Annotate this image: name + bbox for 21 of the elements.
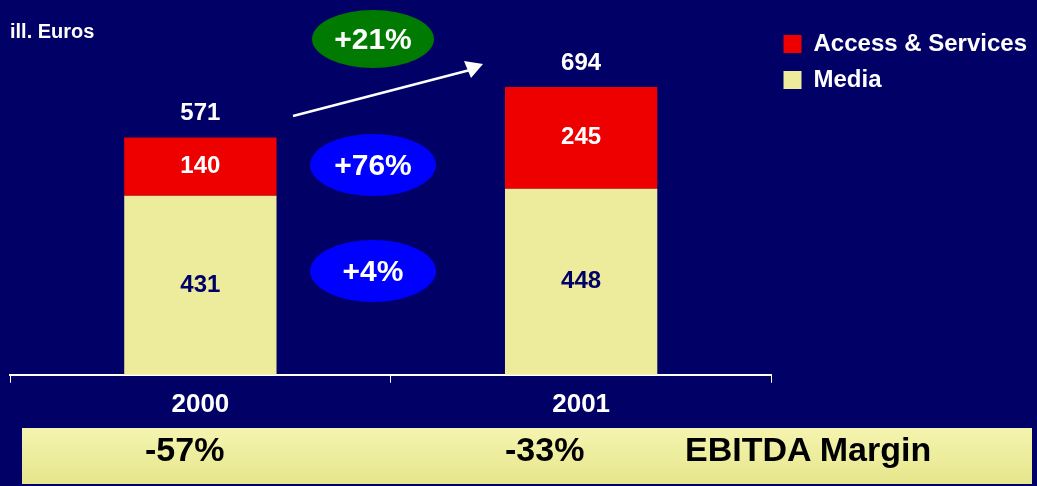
annotation: +4%: [310, 240, 436, 302]
bar: [504, 188, 658, 375]
data-label: 140: [180, 151, 221, 179]
bar: [124, 137, 277, 196]
chart-title: ill. Euros: [10, 19, 95, 42]
annotation: +76%: [310, 134, 436, 196]
bar: [504, 86, 658, 189]
text: -57%: [145, 430, 225, 469]
x-tick-label: 2000: [171, 387, 230, 418]
legend-label: Access & Services: [813, 28, 1028, 56]
text: -33%: [505, 430, 585, 469]
total-label: 694: [561, 47, 602, 75]
legend-label: Media: [813, 64, 883, 92]
bar: [124, 195, 277, 375]
data-label: 245: [561, 122, 602, 150]
x-tick-label: 2001: [552, 387, 611, 418]
data-label: 448: [561, 266, 602, 294]
data-label: 431: [180, 269, 221, 297]
text: +21%: [312, 10, 434, 68]
total-label: 571: [180, 98, 221, 126]
text: EBITDA Margin: [685, 430, 932, 469]
